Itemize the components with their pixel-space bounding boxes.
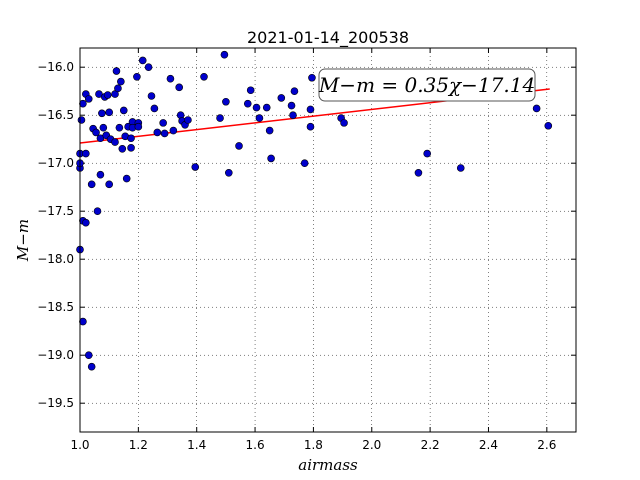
data-points [76,50,553,371]
data-point [82,149,90,158]
data-point [532,104,541,113]
data-point [456,164,465,172]
x-tick-label: 1.6 [246,438,265,452]
annotation-box [318,68,536,102]
y-tick-label: −19.5 [37,396,74,410]
plot-frame [79,47,577,433]
data-point [84,95,93,103]
y-tick-label: −16.0 [37,60,74,74]
data-point [252,103,261,112]
data-point [153,128,162,137]
data-point [191,163,200,171]
data-point [216,114,224,122]
axis-ticks: 1.0 1.2 1.4 1.6 1.8 2.0 2.2 2.4 2.6 −16.0 −16.5 −17… [37,48,576,452]
x-axis-label: airmass [298,456,358,474]
data-point [111,138,119,146]
y-tick-label: −18.5 [37,300,74,314]
data-point [105,108,113,117]
data-point [82,218,90,227]
plot-area [80,48,576,432]
grid-lines [79,48,576,432]
data-point [122,174,131,183]
y-tick-label: −17.0 [37,156,74,170]
x-tick-label: 1.2 [129,438,148,452]
y-tick-label: −18.0 [37,252,74,266]
data-point [99,123,108,132]
x-tick-label: 2.2 [421,438,440,452]
data-point [423,149,432,158]
data-point [159,119,167,127]
y-tick-label: −16.5 [37,108,74,122]
y-axis-label: M−m [14,219,32,262]
data-point [306,105,315,114]
data-point [262,103,271,112]
data-point [255,114,264,122]
data-point [117,77,125,86]
data-point [200,73,208,81]
data-point [118,145,127,153]
data-point [300,159,309,167]
data-point [84,351,93,360]
data-point [308,73,316,82]
data-point [306,122,315,131]
data-point [79,99,87,108]
data-point [166,74,175,83]
data-point [92,128,100,137]
x-tick-label: 2.6 [537,438,556,452]
data-point [119,106,128,115]
data-point [138,56,147,65]
data-point [127,134,135,143]
data-point [235,142,243,150]
data-point [127,144,135,152]
x-tick-label: 2.4 [479,438,498,452]
data-point [133,73,141,81]
data-point [77,116,86,124]
y-tick-label: −19.0 [37,348,74,362]
data-point [98,109,106,118]
data-point [267,154,275,163]
data-point [220,50,229,59]
data-point [79,317,87,326]
data-point [277,94,286,102]
x-tick-label: 1.4 [187,438,206,452]
data-point [150,104,159,113]
data-point [96,170,105,179]
data-point [246,86,255,95]
data-point [289,111,297,119]
data-point [144,63,153,71]
data-point [243,99,252,108]
data-point [175,83,183,92]
data-point [160,129,169,138]
data-point [115,123,124,132]
data-point [222,97,230,106]
data-point [93,207,102,215]
data-point [87,362,96,371]
y-tick-label: −17.5 [37,204,74,218]
data-point [87,180,96,189]
x-tick-label: 1.8 [304,438,323,452]
data-point [265,126,274,135]
data-point [169,126,178,135]
fit-annotation: M−m = 0.35χ−17.14 [318,68,536,102]
data-point [105,180,113,189]
data-point [112,67,121,75]
data-point [414,169,423,177]
data-point [114,84,122,93]
annotation-text: M−m = 0.35χ−17.14 [318,73,535,97]
data-point [103,91,112,99]
x-tick-label: 2.0 [362,438,381,452]
data-point [225,169,233,177]
chart-title: 2021-01-14_200538 [247,28,409,48]
data-point [134,122,143,131]
x-tick-label: 1.0 [70,438,89,452]
data-point [287,101,296,110]
data-point [184,116,192,124]
data-point [290,87,299,95]
data-point [544,121,553,130]
data-point [340,119,348,127]
data-point [147,92,156,100]
